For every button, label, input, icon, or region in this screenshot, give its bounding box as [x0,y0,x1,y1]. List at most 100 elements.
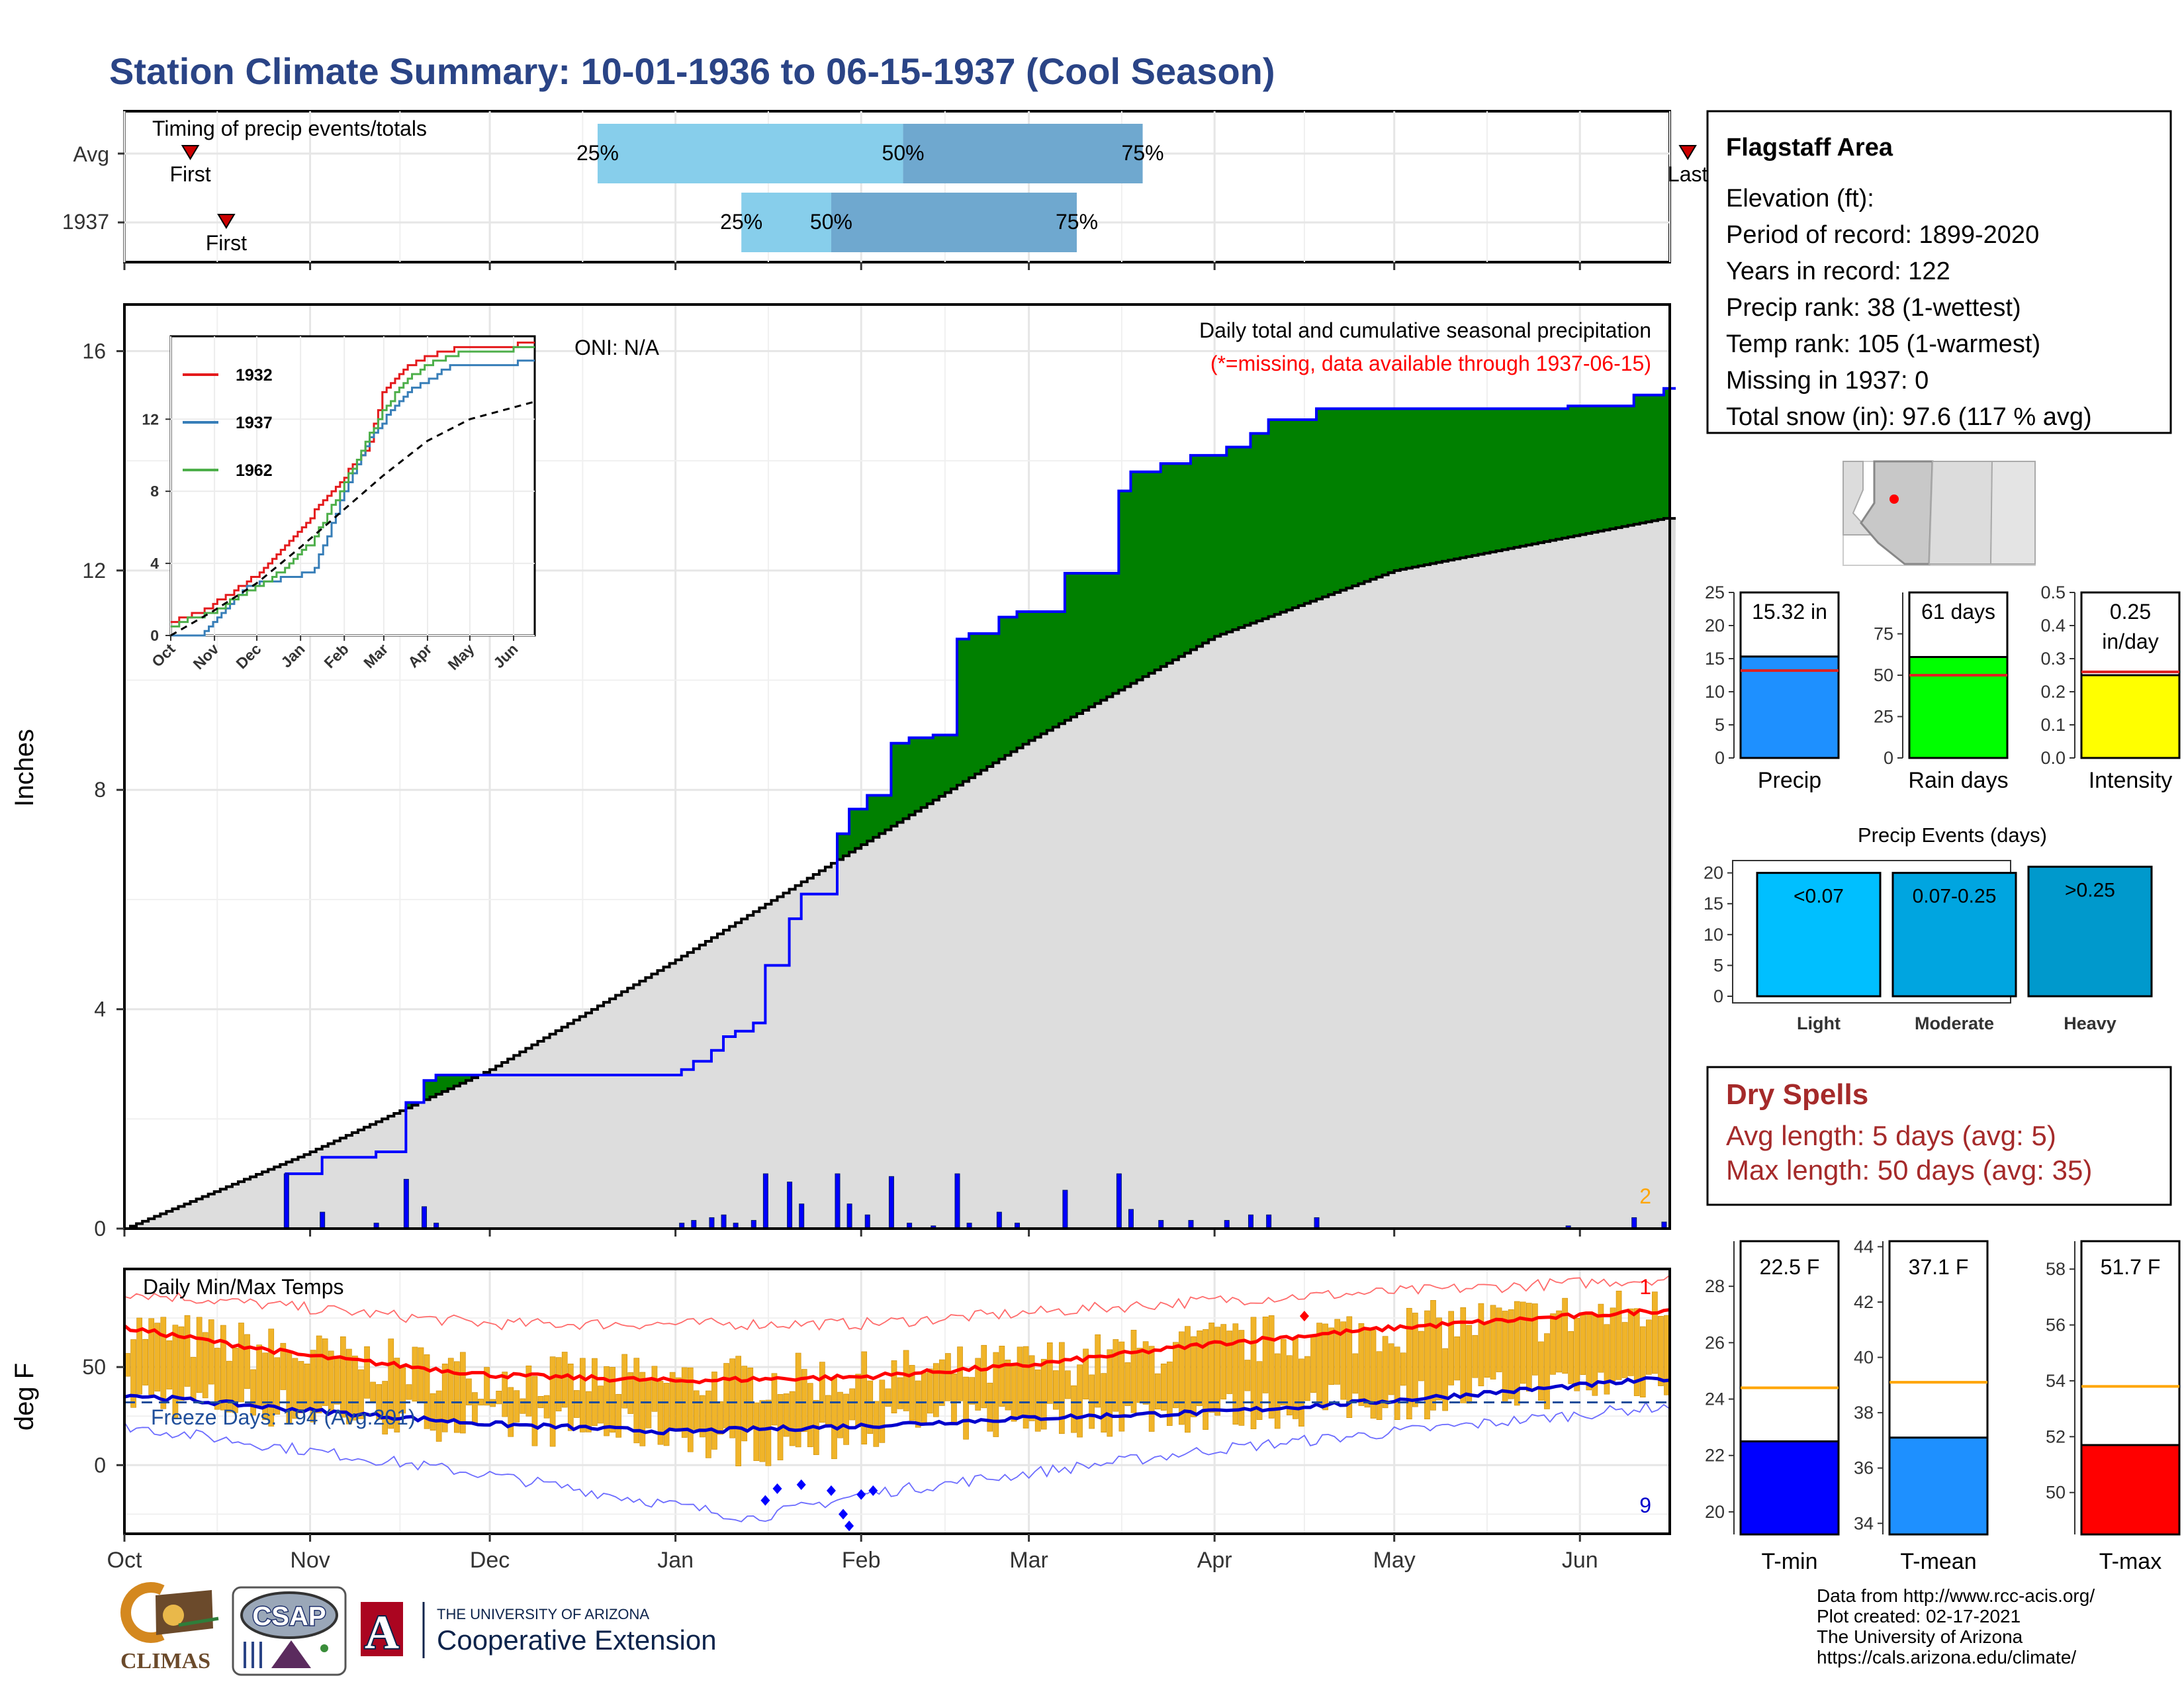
record-high-marker [1299,1311,1309,1322]
temp-summary-bar-2 [2080,1444,2181,1536]
daily-temp-bar [1418,1331,1424,1382]
summary-bar-2 [2080,674,2181,759]
daily-temp-bar [1238,1330,1245,1426]
daily-temp-bar [1185,1326,1191,1433]
daily-temp-bar [957,1346,963,1401]
summary-ytick-label: 0 [1715,748,1725,768]
above-average-fill [981,633,987,771]
daily-precip-bar [996,1211,1002,1229]
above-average-fill [1592,406,1598,533]
above-average-fill [1352,408,1359,586]
daily-temp-bar [1340,1321,1347,1400]
above-average-fill [1154,471,1161,671]
temp-top-count: 1 [1639,1275,1651,1299]
daily-temp-bar [1574,1317,1580,1391]
daily-temp-bar [1406,1307,1412,1420]
above-average-fill [1412,408,1419,567]
daily-temp-bar [1304,1356,1310,1401]
climas-logo: CLIMAS [120,1582,219,1673]
timing-label: Timing of precip events/totals [152,117,427,140]
daily-temp-bar [1148,1346,1155,1432]
daily-temp-bar [1448,1311,1454,1385]
daily-temp-bar [1142,1341,1149,1405]
daily-precip-bar [721,1214,727,1229]
summary-ytick-label: 25 [1874,707,1893,727]
daily-temp-bar [1046,1342,1053,1404]
daily-temp-bar [334,1358,340,1405]
daily-temp-bar [1370,1330,1377,1419]
daily-temp-bar [1154,1373,1161,1410]
daily-temp-bar [586,1391,592,1432]
above-average-fill [1490,408,1497,552]
events-bar-label: Moderate [1915,1013,1994,1033]
above-average-fill [1436,408,1443,563]
daily-precip-bar [422,1206,428,1229]
above-average-fill [1418,408,1425,566]
daily-temp-bar [160,1317,167,1409]
above-average-fill [441,1075,449,1092]
daily-temp-bar [861,1351,868,1445]
daily-temp-bar [897,1377,903,1409]
record-low-line [124,1401,1670,1523]
daily-temp-bar [1586,1314,1592,1391]
events-ytick-label: 0 [1713,986,1723,1006]
above-average-fill [1286,419,1293,610]
daily-temp-bar [1280,1338,1287,1406]
inset-ytick-label: 12 [142,410,159,428]
above-average-fill [944,735,952,793]
daily-temp-bar [693,1390,700,1430]
temp-ytick-label: 50 [82,1355,106,1379]
above-average-fill [465,1075,473,1081]
above-average-fill [1562,408,1569,538]
daily-temp-bar [208,1319,214,1385]
daily-temp-bar [1053,1370,1059,1410]
footer-line: The University of Arizona [1817,1626,2023,1647]
daily-temp-bar [723,1363,729,1429]
daily-temp-bar [1005,1360,1011,1411]
daily-temp-bar [525,1365,532,1417]
daily-temp-bar [196,1317,203,1393]
above-average-fill [1250,433,1257,624]
daily-temp-bar [1496,1307,1502,1372]
daily-temp-bar [993,1352,999,1437]
above-average-fill [1502,408,1509,550]
daily-temp-bar [382,1381,388,1434]
daily-temp-bar [1298,1358,1304,1427]
precip-corner-count: 2 [1639,1184,1651,1208]
month-axis-label: Jan [657,1548,694,1573]
temp-summary-ytick-label: 34 [1854,1513,1874,1533]
precip-ytick-label: 16 [82,339,106,363]
daily-temp-bar [190,1356,197,1400]
daily-temp-bar [621,1354,628,1409]
above-average-fill [1466,408,1473,557]
ua-logo-top: THE UNIVERSITY OF ARIZONA [437,1606,649,1622]
above-average-fill [957,639,964,786]
daily-temp-bar [849,1388,855,1421]
daily-temp-bar [1621,1322,1628,1378]
daily-temp-bar [358,1369,364,1419]
daily-temp-bar [969,1377,975,1405]
above-average-fill [861,809,868,845]
above-average-fill [1406,408,1413,569]
summary-ytick-label: 15 [1705,649,1725,669]
above-average-fill [1549,408,1557,541]
daily-temp-bar [424,1354,430,1429]
daily-temp-bar [514,1390,520,1423]
daily-precip-bar [1314,1217,1320,1229]
summary-ytick-label: 0.1 [2040,715,2066,735]
daily-temp-bar [711,1372,717,1450]
daily-temp-bar [484,1367,490,1406]
dry-spells-title: Dry Spells [1726,1078,1868,1111]
above-average-fill [1208,455,1215,640]
summary-ytick-label: 0.0 [2040,748,2066,768]
daily-temp-bar [933,1363,939,1417]
daily-precip-bar [954,1173,960,1229]
daily-temp-bar [1040,1358,1047,1430]
timing-first-marker [217,214,236,229]
station-info-line: Missing in 1937: 0 [1726,367,1929,395]
daily-temp-bar [340,1336,346,1418]
temp-summary-ytick-label: 58 [2046,1259,2066,1279]
above-average-fill [915,737,922,812]
above-average-fill [1568,406,1574,538]
daily-temp-bar [1250,1317,1257,1429]
